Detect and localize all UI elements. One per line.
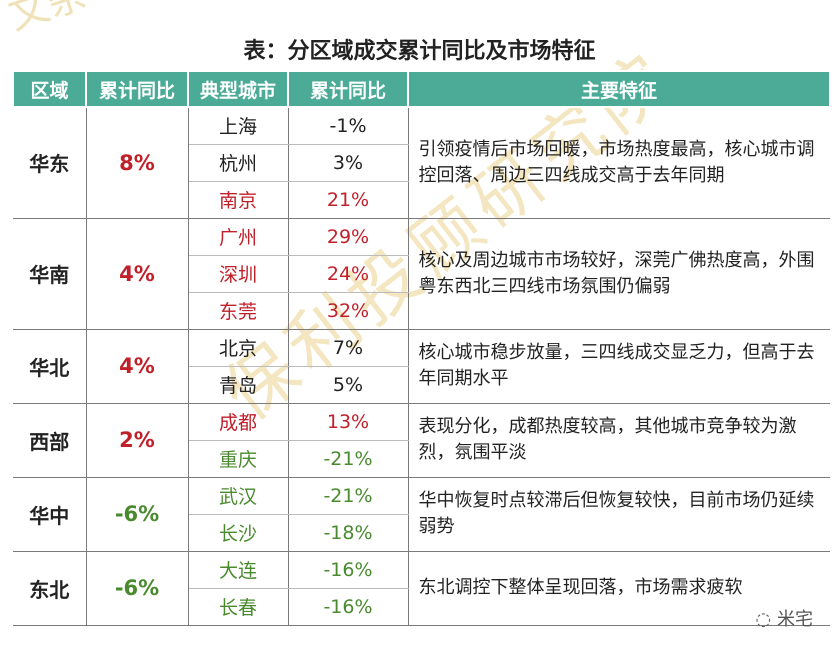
table-title: 表：分区域成交累计同比及市场特征 [243, 39, 596, 64]
region-total-yoy: 8% [86, 107, 189, 219]
table-row: 南京 21% [13, 181, 830, 219]
table-row: 华南 4% 广州 29% 核心及周边城市市场较好，深莞广佛热度高，外围粤东西北三四线市场… [13, 218, 830, 330]
city-name: 杭州 [188, 144, 289, 182]
table-body: 华东 8% 上海 -1% 引领疫情后市场回暖，市场热度最高，核心城市调控回落、周边三四线… [13, 107, 830, 626]
region-name: 华北 [13, 329, 87, 404]
table-row: 长春 -16% [13, 588, 830, 626]
city-yoy: 7% [288, 329, 409, 367]
wechat-icon: ◌ [755, 609, 772, 630]
region-name: 华东 [13, 107, 87, 219]
header-region: 区域 [12, 70, 87, 108]
region-name: 华中 [13, 477, 87, 552]
table-row: 华北 4% 北京 7% 核心城市稳步放量，三四线成交显乏力，但高于去年同期水平 [13, 329, 830, 404]
table-row: 华中 -6% 武汉 -21% 华中恢复时点较滞后但恢复较快，目前市场仍延续弱势 [13, 477, 830, 552]
city-yoy: 21% [288, 181, 409, 219]
header-city-yoy: 累计同比 [287, 70, 409, 108]
city-yoy: 29% [288, 218, 409, 256]
city-name: 东莞 [188, 292, 289, 330]
region-feature: 核心及周边城市市场较好，深莞广佛热度高，外围粤东西北三四线市场氛围仍偏弱 [408, 218, 830, 330]
city-name: 深圳 [188, 255, 289, 293]
city-yoy: -16% [288, 588, 409, 626]
region-feature: 引领疫情后市场回暖，市场热度最高，核心城市调控回落、周边三四线成交高于去年同期 [408, 107, 830, 219]
region-name: 华南 [13, 218, 87, 330]
region-feature: 核心城市稳步放量，三四线成交显乏力，但高于去年同期水平 [408, 329, 830, 404]
brand-logo: ◌ 米宅 [756, 605, 813, 631]
city-name: 南京 [188, 181, 289, 219]
table-row: 西部 2% 成都 13% 表现分化，成都热度较高，其他城市竞争较为激烈，氛围平淡 [13, 403, 830, 478]
table-row: 青岛 5% [13, 366, 830, 404]
city-name: 上海 [188, 107, 289, 145]
city-name: 广州 [188, 218, 289, 256]
city-yoy: 32% [288, 292, 409, 330]
city-name: 大连 [188, 551, 289, 589]
city-yoy: -21% [288, 440, 409, 478]
city-name: 成都 [188, 403, 289, 441]
region-feature: 表现分化，成都热度较高，其他城市竞争较为激烈，氛围平淡 [408, 403, 830, 478]
table-row: 重庆 -21% [13, 440, 830, 478]
city-yoy: -18% [288, 514, 409, 552]
city-name: 长沙 [188, 514, 289, 552]
region-total-yoy: 4% [86, 329, 189, 404]
table-row: 深圳 24% [13, 255, 830, 293]
city-name: 青岛 [188, 366, 289, 404]
city-name: 武汉 [188, 477, 289, 515]
city-yoy: -21% [288, 477, 409, 515]
region-feature: 东北调控下整体呈现回落，市场需求疲软 [408, 551, 830, 626]
city-name: 北京 [188, 329, 289, 367]
city-yoy: 3% [288, 144, 409, 182]
region-feature: 华中恢复时点较滞后但恢复较快，目前市场仍延续弱势 [408, 477, 830, 552]
city-yoy: 24% [288, 255, 409, 293]
table-row: 东莞 32% [13, 292, 830, 330]
city-name: 重庆 [188, 440, 289, 478]
region-total-yoy: -6% [86, 477, 189, 552]
city-yoy: 13% [288, 403, 409, 441]
region-total-yoy: -6% [86, 551, 189, 626]
header-features: 主要特征 [407, 70, 831, 108]
city-name: 长春 [188, 588, 289, 626]
region-total-yoy: 4% [86, 218, 189, 330]
region-total-yoy: 2% [86, 403, 189, 478]
city-yoy: -16% [288, 551, 409, 589]
region-table: 区域 累计同比 典型城市 累计同比 主要特征 华东 8% 上海 -1% 引领疫情后市场回… [12, 70, 831, 626]
header-total-yoy: 累计同比 [85, 70, 189, 108]
table-row: 杭州 3% [13, 144, 830, 182]
table-row: 长沙 -18% [13, 514, 830, 552]
header-row: 区域 累计同比 典型城市 累计同比 主要特征 [12, 70, 831, 108]
header-city: 典型城市 [187, 70, 289, 108]
logo-text: 米宅 [777, 609, 813, 630]
table-row: 华东 8% 上海 -1% 引领疫情后市场回暖，市场热度最高，核心城市调控回落、周边三四线… [13, 107, 830, 219]
region-name: 西部 [13, 403, 87, 478]
city-yoy: -1% [288, 107, 409, 145]
city-yoy: 5% [288, 366, 409, 404]
table-row: 东北 -6% 大连 -16% 东北调控下整体呈现回落，市场需求疲软 [13, 551, 830, 626]
region-name: 东北 [13, 551, 87, 626]
